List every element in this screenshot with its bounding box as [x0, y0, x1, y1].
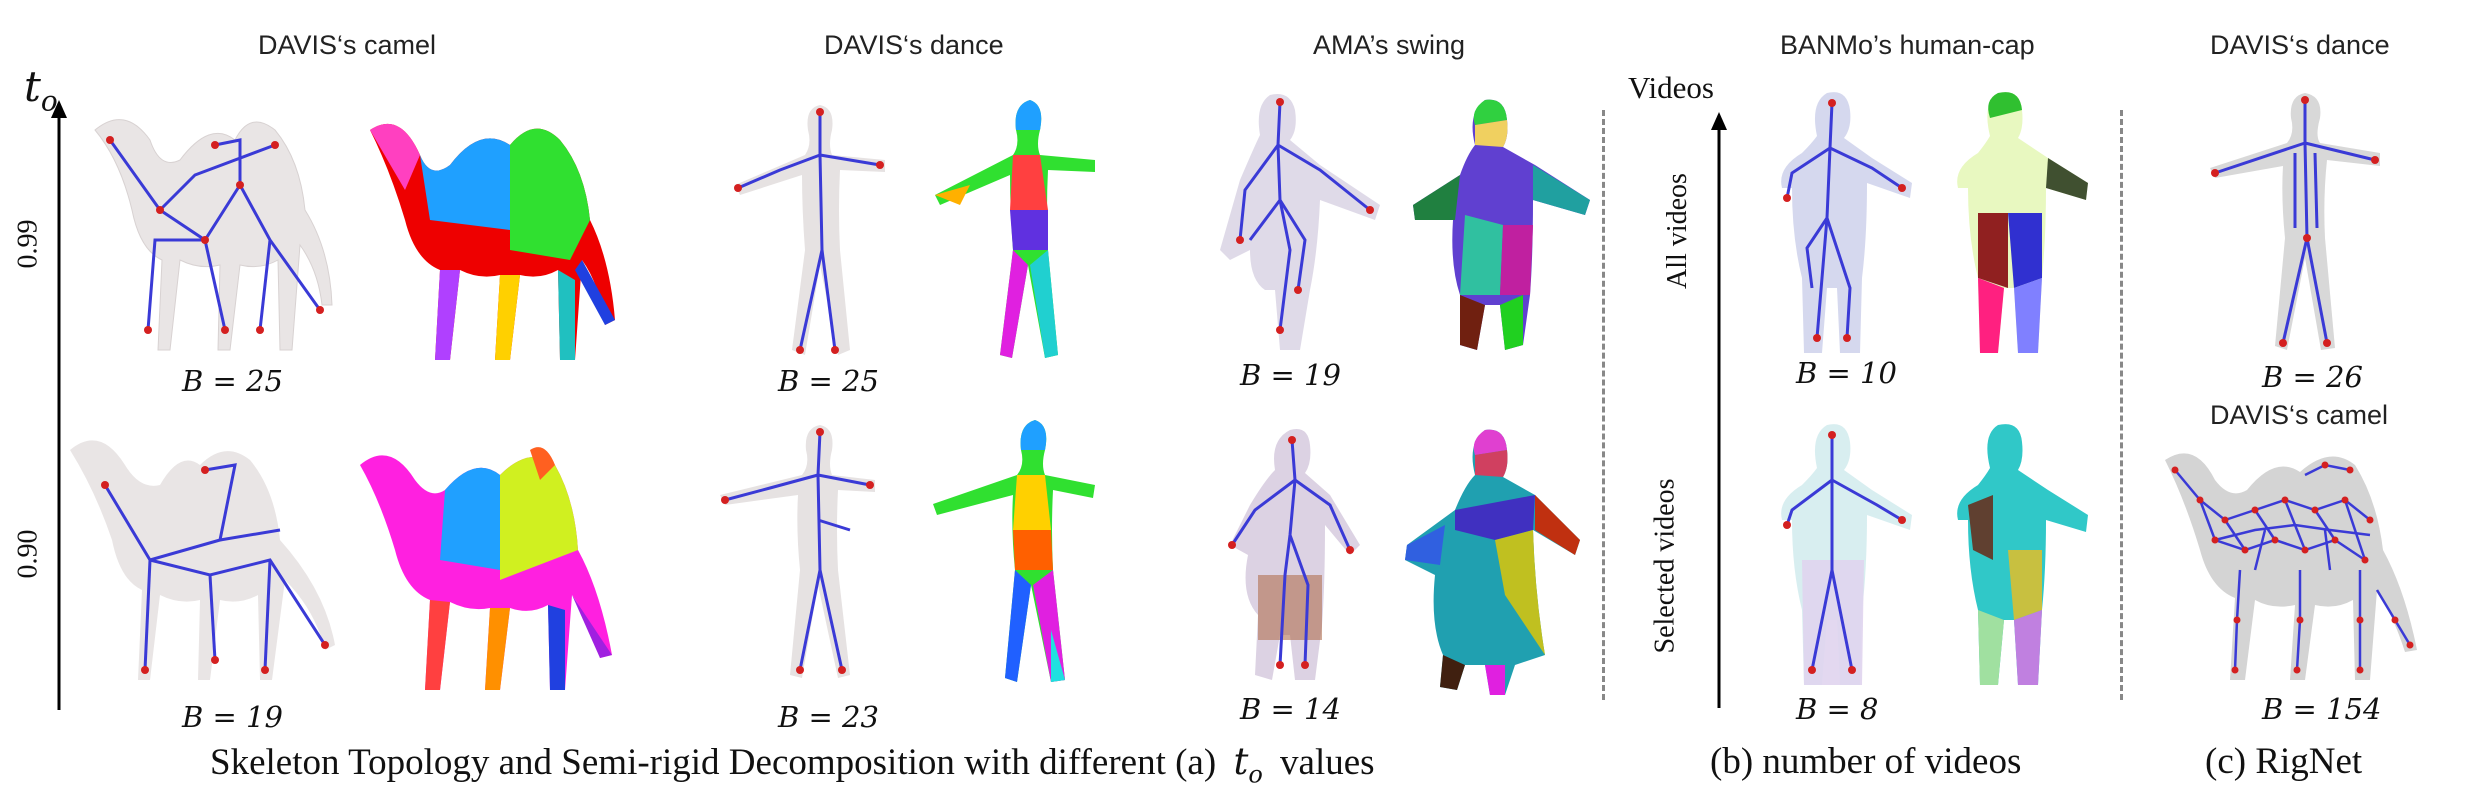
caption-a-suffix: values: [1280, 742, 1375, 783]
videos-selected-label: Selected videos: [1649, 478, 1681, 654]
swing-segmentation-090: [1405, 429, 1580, 695]
camel-segmentation-099: [370, 123, 615, 360]
caption-a-subscript: o: [1248, 760, 1263, 789]
caption-a-prefix: Skeleton Topology and Semi-rigid Decompo…: [210, 742, 1217, 783]
dance-skeleton-090: [720, 425, 875, 678]
b-camel-099: B = 25: [182, 364, 283, 398]
videos-all-label: All videos: [1661, 173, 1693, 289]
caption-b: (b) number of videos: [1710, 741, 2022, 782]
title-ama-swing: AMA’s swing: [1313, 30, 1466, 60]
human-cap-skeleton-selected: [1781, 424, 1912, 685]
b-dance-090: B = 23: [778, 700, 879, 734]
to-value-099: 0.99: [12, 219, 44, 269]
to-value-090: 0.90: [12, 529, 44, 579]
to-axis-arrow: [51, 100, 67, 710]
swing-skeleton-099: [1220, 94, 1380, 350]
dance-segmentation-090: [933, 420, 1095, 682]
b-human-all: B = 10: [1796, 356, 1897, 390]
rignet-camel-skeleton: [2165, 453, 2417, 680]
b-camel-090: B = 19: [182, 700, 283, 734]
swing-segmentation-099: [1413, 99, 1590, 351]
caption-a: Skeleton Topology and Semi-rigid Decompo…: [210, 740, 1375, 788]
to-subscript: o: [40, 84, 58, 118]
videos-axis-title: Videos: [1628, 70, 1714, 105]
b-human-selected: B = 8: [1796, 692, 1879, 726]
caption-c: (c) RigNet: [2205, 741, 2363, 782]
separator-a-b: [1602, 110, 1605, 700]
b-swing-090: B = 14: [1240, 692, 1341, 726]
title-rignet-camel: DAVIS‘s camel: [2210, 400, 2389, 430]
to-axis-label: to: [24, 62, 58, 117]
human-cap-skeleton-all: [1781, 92, 1912, 354]
title-davis-camel: DAVIS‘s camel: [258, 30, 437, 60]
to-symbol: t: [24, 62, 41, 111]
dance-segmentation-099: [935, 100, 1095, 358]
human-cap-segmentation-all: [1957, 92, 2088, 354]
dance-skeleton-099: [734, 105, 885, 355]
videos-axis-arrow: [1711, 112, 1727, 708]
swing-skeleton-090: [1228, 429, 1360, 680]
b-dance-099: B = 25: [778, 364, 879, 398]
human-cap-segmentation-selected: [1957, 424, 2088, 685]
caption-a-symbol: to: [1233, 740, 1262, 788]
b-rignet-camel: B = 154: [2262, 692, 2382, 726]
separator-b-c: [2120, 110, 2123, 700]
title-banmo-human-cap: BANMo’s human-cap: [1780, 30, 2035, 60]
title-rignet-dance: DAVIS‘s dance: [2210, 30, 2390, 60]
b-swing-099: B = 19: [1240, 358, 1341, 392]
b-rignet-dance: B = 26: [2262, 360, 2363, 394]
caption-a-t: t: [1233, 740, 1249, 783]
camel-segmentation-090: [360, 447, 612, 690]
rignet-dance-skeleton: [2210, 93, 2380, 350]
title-davis-dance: DAVIS‘s dance: [824, 30, 1004, 60]
camel-skeleton-099: [94, 119, 333, 351]
camel-skeleton-090: [70, 440, 335, 680]
